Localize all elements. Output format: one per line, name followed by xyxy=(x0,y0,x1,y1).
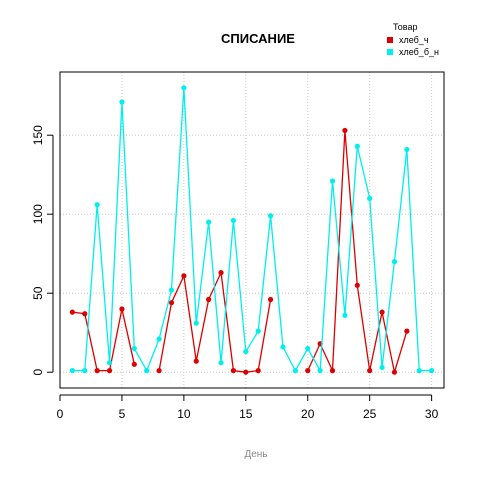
data-point xyxy=(354,282,360,288)
data-point xyxy=(429,368,435,374)
data-point xyxy=(342,312,348,318)
data-point xyxy=(131,361,137,367)
data-point xyxy=(391,259,398,265)
x-axis-label: День xyxy=(244,449,267,460)
data-point xyxy=(181,273,187,279)
data-point xyxy=(354,143,360,149)
data-point xyxy=(119,306,125,312)
data-point xyxy=(106,360,113,366)
data-point xyxy=(255,368,261,374)
series-layer xyxy=(69,85,435,375)
data-point xyxy=(404,328,410,334)
data-point xyxy=(292,368,298,374)
legend-label: хлеб_ч xyxy=(399,35,429,45)
data-point xyxy=(391,369,398,375)
data-point xyxy=(131,345,137,352)
data-point xyxy=(168,287,175,293)
data-point xyxy=(267,296,274,303)
data-point xyxy=(82,368,88,374)
data-point xyxy=(69,368,75,374)
data-point xyxy=(218,360,224,366)
data-point xyxy=(193,358,199,364)
data-point xyxy=(404,146,410,153)
y-tick-label: 50 xyxy=(31,286,45,300)
data-point xyxy=(367,195,373,201)
data-point xyxy=(379,309,385,315)
plot-frame xyxy=(59,71,445,389)
x-tick-label: 30 xyxy=(425,407,439,421)
data-point xyxy=(218,270,224,276)
y-tick-label: 0 xyxy=(31,369,45,376)
series-1 xyxy=(69,127,410,375)
data-point xyxy=(94,368,100,374)
data-point xyxy=(193,320,199,326)
legend-title: Товар xyxy=(393,22,418,32)
legend-swatch xyxy=(387,37,393,43)
data-point xyxy=(379,364,385,371)
data-point xyxy=(230,368,237,374)
data-point xyxy=(156,336,162,342)
data-point xyxy=(206,296,212,303)
data-point xyxy=(243,369,249,375)
data-point xyxy=(69,309,75,315)
x-tick-label: 0 xyxy=(57,407,64,421)
data-point xyxy=(119,99,125,105)
data-point xyxy=(106,368,113,374)
data-point xyxy=(82,311,88,317)
data-point xyxy=(329,368,336,374)
legend-label: хлеб_б_н xyxy=(399,47,439,57)
data-point xyxy=(94,202,100,208)
chart-title: СПИСАНИЕ xyxy=(221,31,295,46)
x-tick-label: 25 xyxy=(363,407,377,421)
x-tick-label: 10 xyxy=(177,407,191,421)
data-point xyxy=(255,328,261,334)
data-point xyxy=(267,213,274,219)
data-point xyxy=(243,349,249,355)
data-point xyxy=(317,368,323,374)
data-point xyxy=(305,368,311,374)
data-point xyxy=(280,344,286,350)
data-point xyxy=(156,368,162,374)
y-tick-label: 100 xyxy=(31,204,45,224)
data-point xyxy=(342,127,348,134)
x-tick-label: 15 xyxy=(239,407,253,421)
x-tick-label: 5 xyxy=(119,407,126,421)
data-point xyxy=(144,368,150,374)
x-tick-label: 20 xyxy=(301,407,315,421)
data-point xyxy=(181,85,187,91)
data-point xyxy=(168,300,175,306)
data-point xyxy=(230,217,237,224)
y-tick-label: 150 xyxy=(31,125,45,145)
data-point xyxy=(305,345,311,352)
series-2 xyxy=(69,85,435,374)
axes: 0 5 10 15 20 25 30 0 50 100 150 xyxy=(31,125,439,421)
legend-swatch xyxy=(387,49,393,55)
legend: Товар хлеб_ч хлеб_б_н xyxy=(387,22,439,57)
series-line xyxy=(72,87,432,373)
data-point xyxy=(206,219,212,225)
data-point xyxy=(416,368,422,374)
data-point xyxy=(329,178,336,184)
data-point xyxy=(367,368,373,374)
